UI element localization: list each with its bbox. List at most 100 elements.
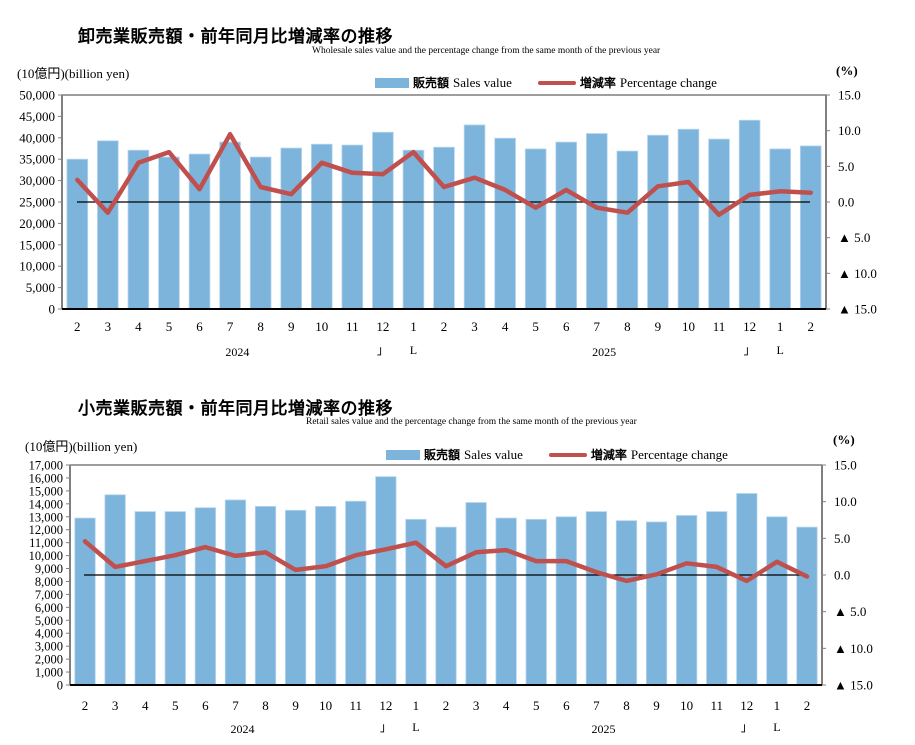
wholesale-chart-svg: 0 5,000 10,000 15,000 20,000 25,000 30,000 35,0…: [19, 88, 877, 360]
x-tick-label: 1: [413, 698, 420, 713]
x-tick-label: 5: [532, 319, 539, 334]
y-axis-unit-label: (10億円)(billion yen): [17, 66, 130, 81]
legend-line-label-jp: 増減率: [579, 76, 616, 90]
x-tick-label: 7: [594, 319, 601, 334]
y-tick-label: 20,000: [19, 216, 55, 231]
chart-title: 卸売業販売額・前年同月比増減率の推移: [78, 27, 393, 47]
y2-tick-label: ▲ 15.0: [834, 678, 873, 693]
bar: [284, 509, 307, 686]
legend-bar-label-en: Sales value: [464, 446, 523, 462]
y-tick-label: 15,000: [19, 237, 55, 252]
bar: [706, 511, 728, 686]
y-axis-unit-label: (10億円)(billion yen): [25, 439, 138, 454]
year-bracket-left: 」: [744, 343, 756, 357]
x-tick-label: 1: [774, 698, 781, 713]
y-tick-label: 25,000: [19, 195, 55, 210]
bar: [194, 507, 216, 686]
bar: [585, 511, 608, 686]
x-tick-label: 4: [502, 319, 509, 334]
percentage-change-line: [75, 131, 813, 218]
x-tick-label: 2: [443, 698, 450, 713]
y-tick-label: 0: [57, 679, 63, 693]
x-tick-label: 6: [563, 319, 570, 334]
y2-tick-label: 5.0: [834, 531, 850, 546]
bar: [254, 506, 277, 686]
y-tick-label: 9,000: [35, 562, 63, 576]
x-tick-label: 8: [623, 698, 630, 713]
y-tick-label: 35,000: [19, 152, 55, 167]
bar: [134, 511, 156, 686]
x-tick-label: 11: [346, 319, 359, 334]
legend-line-label-en: Percentage change: [630, 446, 728, 462]
x-tick-label: 1: [777, 319, 784, 334]
chart-subtitle: Retail sales value and the percentage ch…: [306, 417, 637, 427]
y-tick-label: 5,000: [35, 614, 63, 628]
x-tick-label: 5: [166, 319, 173, 334]
y2-tick-label: 10.0: [838, 123, 861, 138]
x-tick-label: 3: [473, 698, 480, 713]
legend-bar-swatch: [375, 77, 409, 88]
bar: [555, 516, 577, 686]
x-tick-label: 12: [379, 698, 392, 713]
y2-axis-unit-label: (%): [833, 432, 855, 447]
y-tick-label: 30,000: [19, 173, 55, 188]
legend-line-swatch: [548, 452, 587, 457]
y-tick-label: 15,000: [29, 484, 63, 498]
year-bracket-left: 」: [741, 720, 753, 734]
bar: [104, 494, 126, 686]
y-tick-label: 2,000: [35, 653, 63, 667]
x-tick-label: 11: [713, 319, 726, 334]
x-tick-label: 2: [74, 319, 81, 334]
x-tick-label: 8: [257, 319, 264, 334]
bar: [465, 502, 487, 686]
x-tick-label: 2: [807, 319, 814, 334]
x-tick-label: 9: [288, 319, 295, 334]
legend-bar-label-jp: 販売額: [424, 448, 461, 462]
x-tick-label: 12: [376, 319, 389, 334]
y2-tick-label: ▲ 15.0: [838, 302, 877, 317]
y-tick-label: 40,000: [19, 130, 55, 145]
x-tick-label: 2: [82, 698, 89, 713]
x-tick-label: 10: [682, 319, 695, 334]
x-tick-label: 6: [563, 698, 570, 713]
y2-tick-label: 15.0: [834, 458, 857, 473]
year-bracket-right: L: [410, 343, 417, 357]
chart-legend: 販売額 Sales value 増減率 Percentage change: [386, 446, 728, 463]
year-label: 2025: [591, 722, 615, 736]
bar: [495, 517, 517, 686]
year-bracket-left: 」: [377, 343, 389, 357]
y2-tick-label: 0.0: [838, 195, 854, 210]
x-tick-label: 10: [319, 698, 332, 713]
y2-tick-label: ▲ 10.0: [834, 641, 873, 656]
y-tick-label: 11,000: [29, 536, 63, 550]
bar: [766, 516, 788, 686]
y-tick-label: 7,000: [35, 588, 63, 602]
x-tick-label: 1: [410, 319, 417, 334]
y-tick-label: 12,000: [29, 523, 63, 537]
y2-tick-label: ▲ 5.0: [834, 604, 866, 619]
bar: [224, 499, 247, 686]
bar: [315, 506, 337, 686]
legend-line-swatch: [537, 80, 576, 85]
y-tick-label: 1,000: [35, 666, 63, 680]
y2-tick-label: 15.0: [838, 88, 861, 103]
bar: [676, 515, 698, 686]
x-tick-label: 9: [655, 319, 662, 334]
x-tick-label: 4: [503, 698, 510, 713]
x-tick-label: 4: [142, 698, 149, 713]
bar: [645, 521, 668, 686]
x-tick-label: 3: [112, 698, 119, 713]
x-tick-label: 7: [232, 698, 239, 713]
y-tick-label: 6,000: [35, 601, 63, 615]
year-bracket-right: L: [412, 720, 419, 734]
year-bracket-right: L: [776, 343, 783, 357]
wholesale-chart-panel: 卸売業販売額・前年同月比増減率の推移 Wholesale sales value…: [17, 27, 877, 360]
year-bracket-right: L: [773, 720, 780, 734]
bar: [615, 520, 638, 686]
x-tick-label: 7: [227, 319, 234, 334]
year-label: 2024: [225, 345, 249, 359]
y2-tick-label: 5.0: [838, 159, 854, 174]
y-tick-label: 16,000: [29, 471, 63, 485]
